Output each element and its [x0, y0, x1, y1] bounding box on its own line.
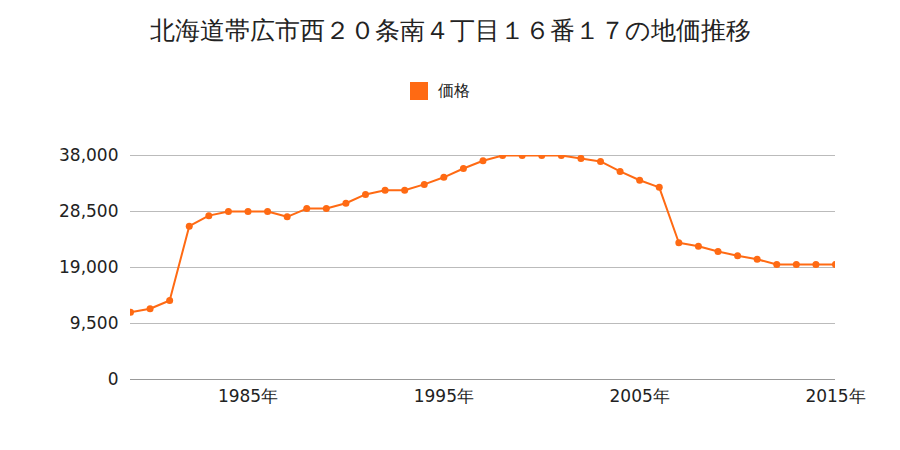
- svg-text:19,000: 19,000: [59, 257, 118, 277]
- svg-text:1985年: 1985年: [218, 386, 278, 406]
- svg-text:38,000: 38,000: [59, 145, 118, 165]
- svg-text:1995年: 1995年: [414, 386, 474, 406]
- html-text:価格: 価格: [438, 80, 470, 100]
- svg-text:2005年: 2005年: [610, 386, 670, 406]
- svg-text:28,500: 28,500: [59, 201, 118, 221]
- svg-text:0: 0: [108, 369, 119, 389]
- svg-text:9,500: 9,500: [70, 313, 119, 333]
- svg-text:2015年: 2015年: [805, 386, 865, 406]
- html-text:北海道帯広市西２０条南４丁目１６番１７の地価推移: 北海道帯広市西２０条南４丁目１６番１７の地価推移: [149, 16, 751, 45]
